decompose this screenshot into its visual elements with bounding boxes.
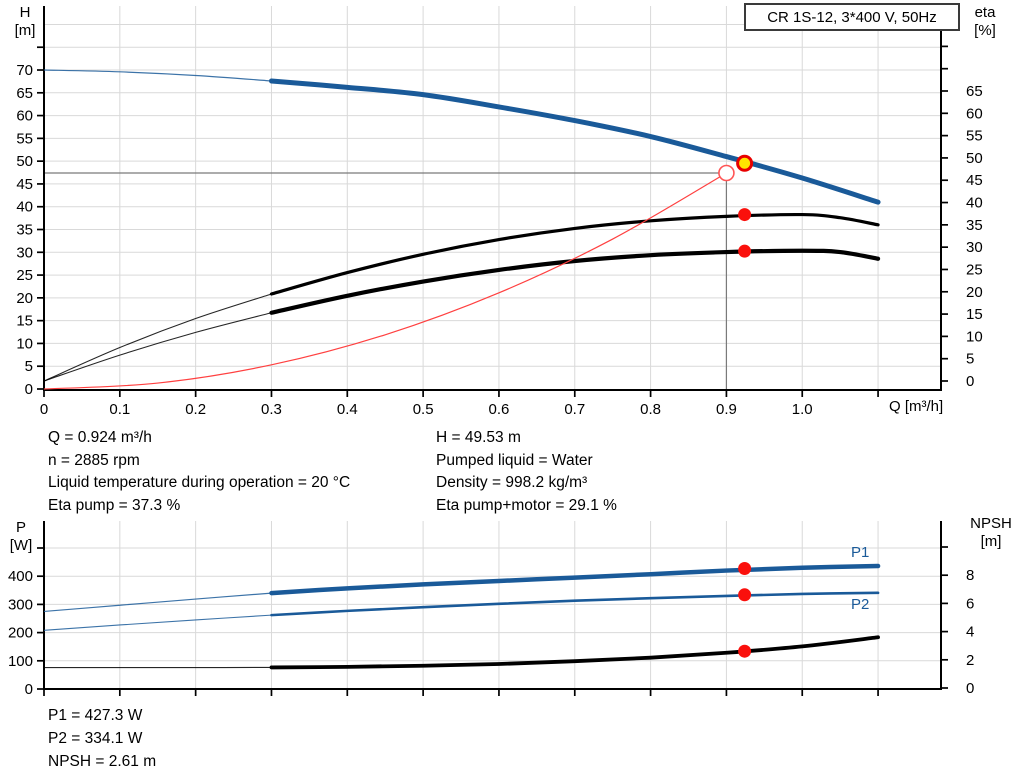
tick-label-x: 0.6 [489, 401, 510, 418]
flow-value: Q = 0.924 m³/h [48, 429, 152, 446]
liquid-temperature-value: Liquid temperature during operation = 20… [48, 474, 351, 492]
tick-label-right: 50 [966, 150, 983, 167]
operating-data-column-2: H = 49.53 m Pumped liquid = Water Densit… [436, 427, 617, 517]
npsh-point-marker [738, 644, 752, 658]
tick-label-x: 0 [40, 401, 48, 418]
bottom-chart-right-axis-title: NPSH [m] [970, 515, 1012, 550]
tick-label-x: 0.1 [109, 401, 130, 418]
tick-label-left: 5 [25, 358, 33, 375]
tick-label-right: 2 [966, 652, 974, 669]
tick-label-left: 0 [25, 681, 33, 698]
tick-label-left: 15 [16, 313, 33, 330]
system-curve [43, 172, 727, 390]
tick-label-left: 20 [16, 290, 33, 307]
tick-label-left: 25 [16, 267, 33, 284]
tick-label-x: 1.0 [792, 401, 813, 418]
tick-label-x: 0.3 [261, 401, 282, 418]
H-curve-thin [43, 69, 272, 82]
bottom-chart-left-axis-title: P [W] [9, 519, 33, 554]
tick-label-right: 5 [966, 351, 974, 368]
tick-label-x: 0.4 [337, 401, 358, 418]
top-chart-left-axis-title: H [m] [14, 4, 36, 39]
p1-value: P1 = 427.3 W [48, 707, 143, 724]
top-chart-right-axis-title: eta [%] [974, 4, 996, 39]
pump-title: CR 1S-12, 3*400 V, 50Hz [767, 8, 937, 26]
tick-label-left: 100 [8, 653, 33, 670]
head-value: H = 49.53 m [436, 429, 521, 446]
p2-curve-label: P2 [851, 596, 870, 613]
power-npsh-data: P1 = 427.3 W P2 = 334.1 W NPSH = 2.61 m [48, 704, 156, 773]
tick-label-left: 35 [16, 222, 33, 239]
eta-pump-point-marker [738, 208, 752, 222]
H-curve [268, 78, 881, 205]
tick-label-left: 300 [8, 596, 33, 613]
tick-label-left: 45 [16, 176, 33, 193]
p1-point-marker [738, 562, 752, 576]
tick-label-left: 65 [16, 85, 33, 102]
eta-pump-motor-thin [43, 312, 272, 382]
P2-curve [270, 591, 880, 617]
p2-point-marker [738, 588, 752, 602]
eta-pump [269, 212, 880, 296]
density-value: Density = 998.2 kg/m³ [436, 474, 588, 492]
tick-label-right: 20 [966, 284, 983, 301]
tick-label-x: 0.8 [640, 401, 661, 418]
operating-data-column-1: Q = 0.924 m³/h n = 2885 rpm Liquid tempe… [48, 427, 350, 517]
NPSH-curve [269, 635, 880, 670]
tick-label-left: 40 [16, 199, 33, 216]
tick-label-right: 60 [966, 105, 983, 122]
p2-value: P2 = 334.1 W [48, 730, 143, 747]
x-axis-title: Q [m³/h] [889, 398, 944, 415]
eta-pump-motor-point-marker [738, 244, 752, 258]
pump-title-box: CR 1S-12, 3*400 V, 50Hz [744, 3, 960, 31]
eta-pump-thin [43, 293, 272, 382]
speed-value: n = 2885 rpm [48, 451, 140, 469]
tick-label-left: 50 [16, 153, 33, 170]
tick-label-left: 55 [16, 130, 33, 147]
tick-label-x: 0.5 [413, 401, 434, 418]
duty-point-marker[interactable] [718, 164, 735, 182]
tick-label-right: 6 [966, 595, 974, 612]
tick-label-x: 0.7 [564, 401, 585, 418]
tick-label-left: 70 [16, 62, 33, 79]
P1-curve-thin [43, 592, 272, 613]
p1-curve-label: P1 [851, 544, 870, 561]
eta-pump-value: Eta pump = 37.3 % [48, 496, 181, 514]
tick-label-right: 40 [966, 195, 983, 212]
tick-label-right: 8 [966, 567, 974, 584]
eta-pump-motor [269, 248, 881, 315]
tick-label-right: 15 [966, 306, 983, 323]
pumped-liquid-value: Pumped liquid = Water [436, 451, 593, 469]
tick-label-right: 65 [966, 83, 983, 100]
tick-label-right: 55 [966, 128, 983, 145]
npsh-value: NPSH = 2.61 m [48, 753, 157, 770]
P2-curve-thin [43, 614, 272, 631]
tick-label-right: 0 [966, 680, 974, 697]
tick-label-left: 10 [16, 335, 33, 352]
P1-curve [269, 563, 881, 596]
tick-label-right: 25 [966, 261, 983, 278]
tick-label-right: 45 [966, 172, 983, 189]
tick-label-right: 10 [966, 328, 983, 345]
tick-label-left: 200 [8, 625, 33, 642]
operating-point-marker[interactable] [736, 154, 754, 172]
tick-label-left: 400 [8, 568, 33, 585]
tick-label-right: 35 [966, 217, 983, 234]
tick-label-left: 30 [16, 244, 33, 261]
tick-label-x: 0.2 [185, 401, 206, 418]
tick-label-right: 0 [966, 373, 974, 390]
tick-label-x: 0.9 [716, 401, 737, 418]
eta-pump-motor-value: Eta pump+motor = 29.1 % [436, 496, 617, 514]
tick-label-left: 0 [25, 381, 33, 398]
tick-label-right: 30 [966, 239, 983, 256]
tick-label-left: 60 [16, 108, 33, 125]
tick-label-right: 4 [966, 624, 974, 641]
